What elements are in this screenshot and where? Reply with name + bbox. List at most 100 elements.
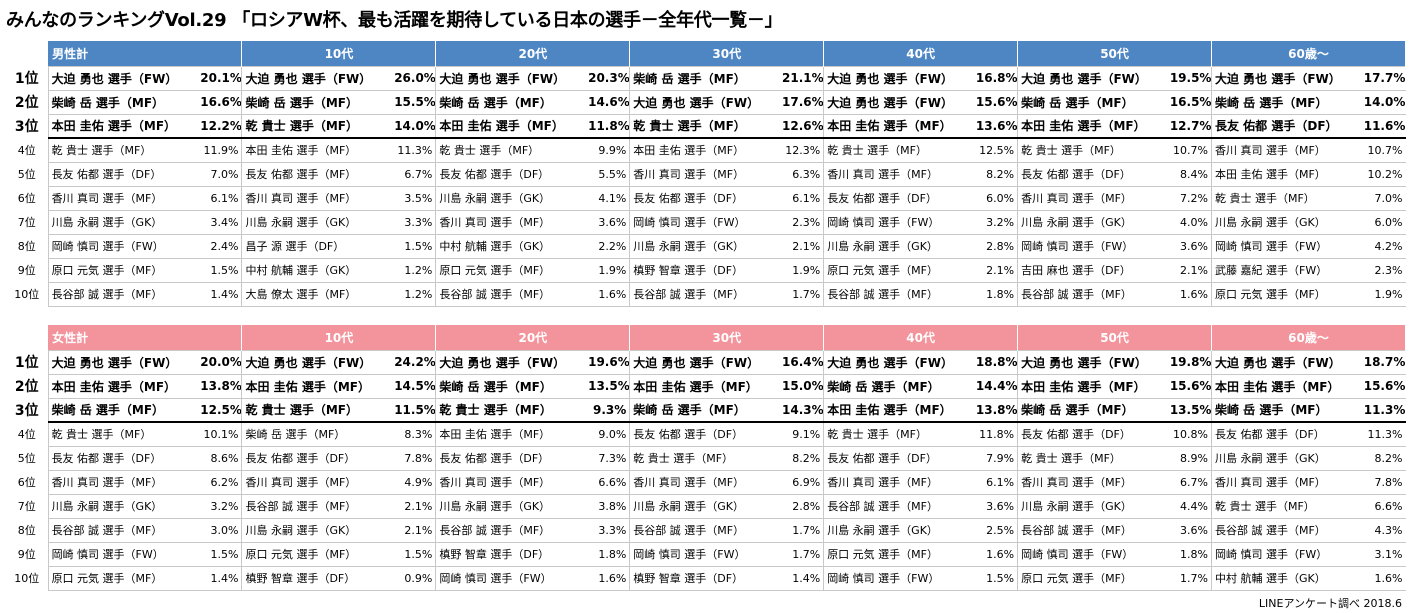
- vote-percentage: 2.4%: [198, 234, 242, 259]
- vote-percentage: 1.8%: [586, 542, 630, 567]
- vote-percentage: 14.6%: [586, 90, 630, 115]
- player-name: 本田 圭佑 選手（MF）: [629, 374, 781, 399]
- player-name: 岡崎 慎司 選手（FW）: [47, 542, 199, 567]
- player-name: 大迫 勇也 選手（FW）: [823, 349, 974, 375]
- table-row: 5位 長友 佑都 選手（DF） 7.0% 長友 佑都 選手（MF） 6.7% 長友 佑都 …: [6, 162, 1406, 187]
- player-name: 乾 貴士 選手（MF）: [241, 398, 393, 423]
- vote-percentage: 7.9%: [973, 446, 1018, 471]
- vote-percentage: 13.8%: [198, 374, 242, 399]
- vote-percentage: 6.3%: [780, 162, 824, 187]
- vote-percentage: 16.4%: [780, 349, 824, 375]
- vote-percentage: 3.6%: [973, 494, 1018, 519]
- player-name: 川島 永嗣 選手（GK）: [629, 494, 781, 519]
- vote-percentage: 6.9%: [780, 470, 824, 495]
- vote-percentage: 9.1%: [780, 422, 824, 447]
- player-name: 乾 貴士 選手（MF）: [1017, 138, 1168, 163]
- vote-percentage: 9.3%: [586, 398, 630, 423]
- female-column-header: 60歳～: [1211, 325, 1406, 350]
- vote-percentage: 1.7%: [1167, 566, 1212, 591]
- vote-percentage: 6.2%: [198, 470, 242, 495]
- vote-percentage: 3.2%: [973, 210, 1018, 235]
- player-name: 乾 貴士 選手（MF）: [435, 398, 587, 423]
- vote-percentage: 21.1%: [780, 65, 824, 91]
- rank-label: 3位: [14, 119, 39, 135]
- vote-percentage: 3.6%: [1167, 234, 1212, 259]
- vote-percentage: 2.1%: [780, 234, 824, 259]
- player-name: 長友 佑都 選手（DF）: [1017, 422, 1168, 447]
- vote-percentage: 1.2%: [392, 282, 436, 307]
- vote-percentage: 3.0%: [198, 518, 242, 543]
- player-name: 岡崎 慎司 選手（FW）: [47, 234, 199, 259]
- vote-percentage: 2.1%: [1167, 258, 1212, 283]
- vote-percentage: 2.3%: [1361, 258, 1406, 283]
- player-name: 本田 圭佑 選手（MF）: [823, 114, 974, 139]
- vote-percentage: 6.1%: [780, 186, 824, 211]
- player-name: 柴崎 岳 選手（MF）: [1210, 398, 1362, 423]
- player-name: 川島 永嗣 選手（GK）: [1210, 446, 1362, 471]
- vote-percentage: 2.1%: [392, 518, 436, 543]
- vote-percentage: 19.8%: [1167, 349, 1212, 375]
- vote-percentage: 2.1%: [973, 258, 1018, 283]
- player-name: 大迫 勇也 選手（FW）: [1210, 65, 1362, 91]
- player-name: 岡崎 慎司 選手（FW）: [823, 566, 974, 591]
- vote-percentage: 2.2%: [586, 234, 630, 259]
- rank-label: 4位: [17, 428, 36, 441]
- rank-label: 6位: [17, 192, 36, 205]
- player-name: 柴崎 岳 選手（MF）: [435, 90, 587, 115]
- vote-percentage: 6.6%: [1361, 494, 1406, 519]
- player-name: 大迫 勇也 選手（FW）: [823, 90, 974, 115]
- vote-percentage: 12.5%: [973, 138, 1018, 163]
- table-row: 3位 本田 圭佑 選手（MF） 12.2% 乾 貴士 選手（MF） 14.0% 本田 圭佑…: [6, 114, 1406, 139]
- table-row: 3位 柴崎 岳 選手（MF） 12.5% 乾 貴士 選手（MF） 11.5% 乾 貴士 選…: [6, 398, 1406, 423]
- vote-percentage: 1.4%: [198, 566, 242, 591]
- player-name: 香川 真司 選手（MF）: [823, 470, 974, 495]
- vote-percentage: 1.2%: [392, 258, 436, 283]
- player-name: 昌子 源 選手（DF）: [241, 234, 393, 259]
- player-name: 香川 真司 選手（MF）: [47, 470, 199, 495]
- table-row: 1位 大迫 勇也 選手（FW） 20.1% 大迫 勇也 選手（FW） 26.0% 大迫 勇…: [6, 65, 1406, 91]
- player-name: 本田 圭佑 選手（MF）: [435, 114, 587, 139]
- vote-percentage: 12.3%: [780, 138, 824, 163]
- header-spacer: [6, 41, 49, 66]
- vote-percentage: 0.9%: [392, 566, 436, 591]
- player-name: 香川 真司 選手（MF）: [629, 162, 781, 187]
- player-name: 香川 真司 選手（MF）: [435, 210, 587, 235]
- player-name: 岡崎 慎司 選手（FW）: [1210, 234, 1362, 259]
- player-name: 中村 航輔 選手（GK）: [241, 258, 393, 283]
- vote-percentage: 15.6%: [1361, 374, 1406, 399]
- player-name: 川島 永嗣 選手（GK）: [823, 234, 974, 259]
- vote-percentage: 14.4%: [973, 374, 1018, 399]
- player-name: 本田 圭佑 選手（MF）: [1017, 374, 1168, 399]
- vote-percentage: 9.9%: [586, 138, 630, 163]
- table-row: 7位 川島 永嗣 選手（GK） 3.4% 川島 永嗣 選手（GK） 3.3% 香川 真司 …: [6, 210, 1406, 235]
- vote-percentage: 3.5%: [392, 186, 436, 211]
- vote-percentage: 1.5%: [392, 542, 436, 567]
- player-name: 川島 永嗣 選手（GK）: [435, 186, 587, 211]
- page-title: みんなのランキングVol.29 「ロシアW杯、最も活躍を期待している日本の選手－…: [6, 10, 783, 31]
- vote-percentage: 24.2%: [392, 349, 436, 375]
- vote-percentage: 1.5%: [392, 234, 436, 259]
- player-name: 本田 圭佑 選手（MF）: [47, 374, 199, 399]
- vote-percentage: 1.7%: [780, 282, 824, 307]
- player-name: 原口 元気 選手（MF）: [1017, 566, 1168, 591]
- table-row: 10位 長谷部 誠 選手（MF） 1.4% 大島 僚太 選手（MF） 1.2% 長谷部 誠…: [6, 282, 1406, 307]
- female-column-header: 20代: [435, 325, 631, 350]
- player-name: 乾 貴士 選手（MF）: [629, 446, 781, 471]
- female-column-header: 10代: [241, 325, 437, 350]
- vote-percentage: 15.6%: [973, 90, 1018, 115]
- player-name: 川島 永嗣 選手（GK）: [1210, 210, 1362, 235]
- vote-percentage: 8.2%: [973, 162, 1018, 187]
- table-row: 9位 原口 元気 選手（MF） 1.5% 中村 航輔 選手（GK） 1.2% 原口 元気 …: [6, 258, 1406, 283]
- player-name: 川島 永嗣 選手（GK）: [47, 494, 199, 519]
- player-name: 岡崎 慎司 選手（FW）: [823, 210, 974, 235]
- player-name: 大迫 勇也 選手（FW）: [629, 90, 781, 115]
- player-name: 柴崎 岳 選手（MF）: [629, 65, 781, 91]
- player-name: 長友 佑都 選手（DF）: [47, 446, 199, 471]
- player-name: 原口 元気 選手（MF）: [823, 542, 974, 567]
- vote-percentage: 9.0%: [586, 422, 630, 447]
- rank-label: 1位: [14, 71, 39, 87]
- vote-percentage: 5.5%: [586, 162, 630, 187]
- player-name: 長友 佑都 選手（DF）: [1210, 422, 1362, 447]
- vote-percentage: 11.3%: [1361, 398, 1406, 423]
- vote-percentage: 1.7%: [780, 542, 824, 567]
